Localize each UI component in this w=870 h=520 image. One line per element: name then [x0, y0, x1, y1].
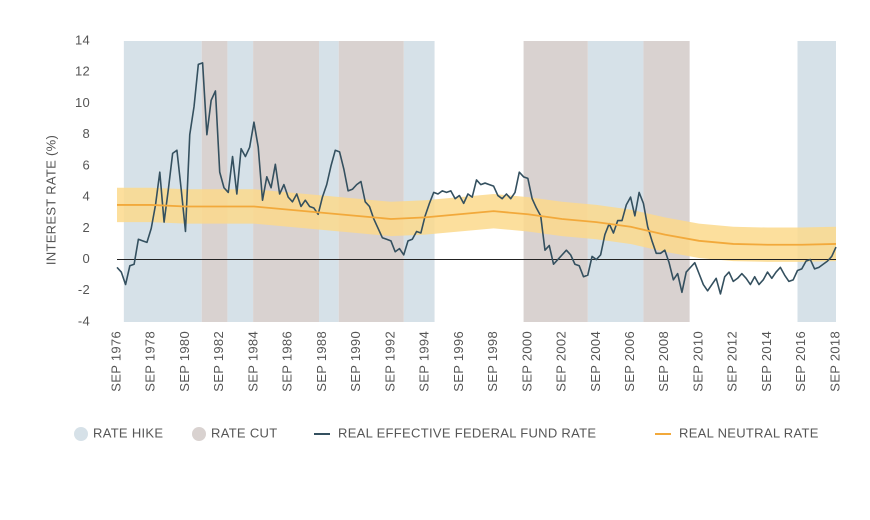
period-shade	[319, 41, 339, 322]
neutral-band	[117, 187, 836, 262]
legend-label: RATE HIKE	[93, 425, 163, 440]
x-tick-label: SEP 2010	[690, 331, 705, 392]
period-shade	[227, 41, 254, 322]
y-tick-label: -4	[78, 313, 90, 328]
legend-label: RATE CUT	[211, 425, 277, 440]
x-tick-label: SEP 1986	[280, 331, 295, 392]
x-tick-label: SEP 1988	[314, 331, 329, 392]
y-tick-label: 4	[82, 189, 90, 204]
y-axis-label: INTEREST RATE (%)	[43, 135, 58, 265]
x-tick-label: SEP 2004	[588, 331, 603, 392]
series-line	[117, 204, 837, 246]
x-tick-label: SEP 2000	[519, 331, 534, 392]
period-shade	[523, 41, 588, 322]
x-tick-label: SEP 2008	[656, 331, 671, 392]
legend-swatch	[192, 427, 206, 441]
legend-label: REAL NEUTRAL RATE	[679, 425, 819, 440]
period-shade	[797, 41, 836, 322]
period-shade	[587, 41, 644, 322]
y-tick-label: 6	[82, 157, 90, 172]
x-tick-label: SEP 1976	[108, 331, 123, 392]
x-tick-label: SEP 2018	[827, 331, 842, 392]
period-shade	[253, 41, 320, 322]
x-tick-label: SEP 1978	[143, 331, 158, 392]
x-tick-label: SEP 1980	[177, 331, 192, 392]
y-tick-label: 8	[82, 126, 90, 141]
period-shade	[201, 41, 228, 322]
x-tick-label: SEP 1982	[211, 331, 226, 392]
legend-label: REAL EFFECTIVE FEDERAL FUND RATE	[338, 425, 596, 440]
x-tick-label: SEP 1996	[451, 331, 466, 392]
x-tick-label: SEP 1998	[485, 331, 500, 392]
period-shade	[403, 41, 435, 322]
x-tick-label: SEP 2016	[793, 331, 808, 392]
period-shade	[643, 41, 690, 322]
period-shade	[338, 41, 404, 322]
x-tick-label: SEP 2002	[554, 331, 569, 392]
y-tick-label: 2	[82, 220, 90, 235]
legend-swatch	[74, 427, 88, 441]
x-tick-label: SEP 2006	[622, 331, 637, 392]
x-tick-label: SEP 2012	[725, 331, 740, 392]
x-tick-label: SEP 1992	[382, 331, 397, 392]
x-tick-label: SEP 1990	[348, 331, 363, 392]
y-tick-label: 12	[75, 64, 90, 79]
y-tick-label: 10	[75, 95, 90, 110]
y-tick-label: 14	[75, 32, 90, 47]
x-tick-label: SEP 1994	[417, 331, 432, 392]
x-tick-label: SEP 1984	[245, 331, 260, 392]
y-tick-label: 0	[82, 251, 90, 266]
x-tick-label: SEP 2014	[759, 331, 774, 392]
period-shade	[123, 41, 202, 322]
series-line	[116, 62, 837, 295]
y-tick-label: -2	[78, 282, 90, 297]
